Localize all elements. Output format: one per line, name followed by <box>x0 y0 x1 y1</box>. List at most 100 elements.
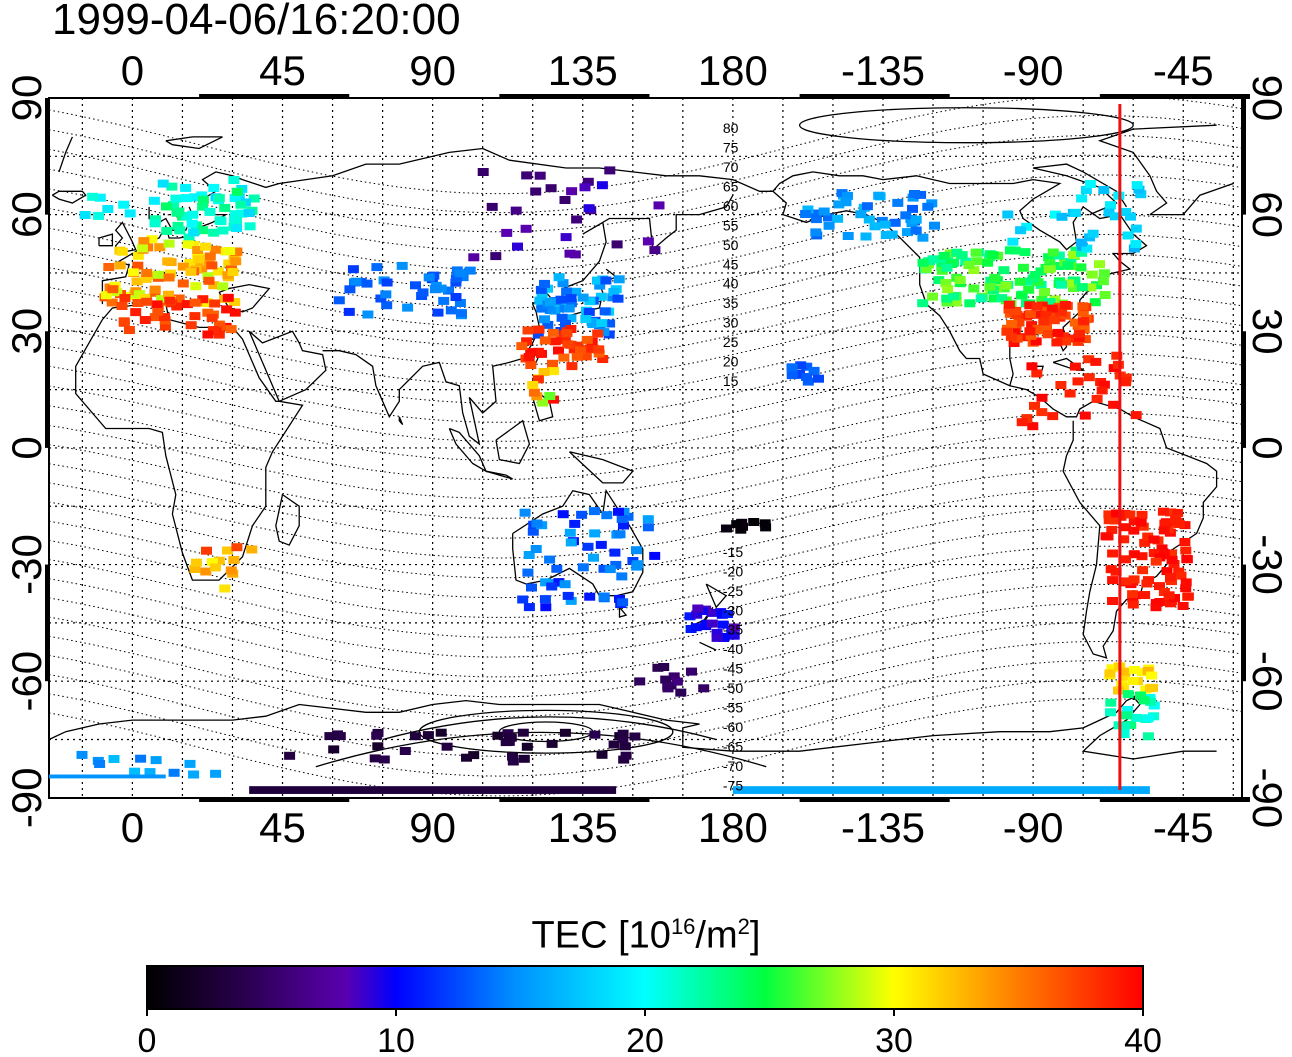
tec-cell <box>206 558 218 567</box>
isoline <box>49 526 1242 618</box>
bottom-lon-label: 90 <box>409 804 456 851</box>
isoline <box>49 564 1242 658</box>
tec-cell <box>510 206 522 215</box>
tec-cell <box>1016 418 1028 427</box>
tec-cell <box>1048 316 1060 325</box>
tec-cell <box>1024 310 1036 319</box>
tec-cell <box>455 309 467 318</box>
tec-cell <box>533 325 545 334</box>
tec-cell <box>536 292 548 301</box>
tec-cell <box>1125 720 1137 729</box>
tec-cell <box>432 308 444 317</box>
top-lon-label: -135 <box>841 47 925 94</box>
tec-cell <box>563 304 575 313</box>
axis-tick-labels: 0045459090135135180180-135-135-90-90-45-… <box>3 47 1291 851</box>
tec-cell <box>1107 597 1118 605</box>
tec-cell <box>546 739 558 748</box>
tec-cell <box>229 298 241 307</box>
tec-cell <box>1103 208 1115 217</box>
tec-cell <box>544 306 556 314</box>
tec-cell <box>454 269 466 278</box>
tec-cell <box>1055 381 1067 389</box>
tec-cell <box>565 325 577 333</box>
tec-cell <box>1070 208 1081 217</box>
tec-cell <box>1141 579 1153 588</box>
tec-cell <box>1105 201 1116 210</box>
tec-cell <box>595 540 607 549</box>
tec-cell <box>1026 362 1038 371</box>
tec-cell <box>1105 565 1117 574</box>
tec-cell <box>454 299 466 307</box>
pole-contour <box>315 731 767 768</box>
tec-cell <box>344 285 356 294</box>
tec-cell <box>786 371 798 380</box>
tec-cell <box>1096 386 1108 395</box>
tec-cell <box>1076 283 1088 292</box>
tec-cell <box>642 237 654 246</box>
tec-cell <box>409 732 421 741</box>
tec-cell <box>380 290 392 299</box>
tec-cell <box>185 267 197 276</box>
tec-cell <box>653 201 665 210</box>
tec-cell <box>1128 526 1140 535</box>
left-lat-label: 60 <box>3 191 50 238</box>
tec-cell <box>1006 319 1018 328</box>
tec-cell <box>103 263 115 271</box>
tec-cell <box>284 751 296 760</box>
tec-cell <box>1047 412 1059 421</box>
coastline <box>1032 163 1128 216</box>
tec-cell <box>728 631 740 640</box>
left-lat-label: -30 <box>3 534 50 595</box>
tec-cell <box>566 362 578 371</box>
tec-cell <box>1127 676 1139 685</box>
contour-label: 35 <box>723 295 739 311</box>
tec-cell <box>530 187 542 196</box>
tec-cell <box>1040 311 1052 320</box>
tec-cell <box>1068 250 1080 259</box>
contour-label: 55 <box>723 217 739 233</box>
tec-cell <box>507 752 518 761</box>
left-lat-label: 90 <box>3 75 50 122</box>
tec-cell <box>909 190 920 198</box>
tec-cell <box>207 326 219 335</box>
tec-cell <box>464 266 476 275</box>
tec-cell <box>1025 331 1037 340</box>
tec-cell <box>584 592 596 601</box>
timestamp-title: 1999-04-06/16:20:00 <box>52 0 461 44</box>
tec-cell <box>1069 362 1081 371</box>
tec-cell <box>168 200 180 209</box>
tec-cell <box>516 342 528 351</box>
tec-cell <box>879 220 891 229</box>
tec-cell <box>1077 302 1089 311</box>
tec-cell <box>507 757 519 766</box>
tec-cell <box>584 297 596 306</box>
tec-cell <box>690 623 702 632</box>
tec-band <box>49 774 166 779</box>
tec-cell <box>204 207 216 216</box>
tec-cell <box>1142 666 1154 675</box>
tec-cell <box>185 321 197 330</box>
tec-cell <box>1073 333 1085 342</box>
isoline <box>49 352 1242 442</box>
tec-cell <box>748 518 760 526</box>
tec-cell <box>118 318 130 327</box>
tec-cell <box>1077 308 1089 317</box>
tec-cell <box>164 296 176 305</box>
tec-cell <box>1122 231 1134 240</box>
isoline <box>49 372 1242 461</box>
tec-cell <box>922 202 934 211</box>
tec-cell <box>138 237 150 246</box>
tec-cell <box>180 183 192 192</box>
bottom-lon-label: -135 <box>841 804 925 851</box>
tec-cell <box>598 564 610 573</box>
tec-cell <box>571 352 583 361</box>
tec-cell <box>759 519 771 528</box>
tec-cell <box>200 242 211 251</box>
tec-cell <box>1161 567 1173 576</box>
tec-cell <box>1059 301 1071 309</box>
tec-cell <box>556 313 568 322</box>
tec-cell <box>521 171 533 180</box>
tec-cell <box>229 194 241 203</box>
tec-cell <box>555 295 567 304</box>
contour-label: 50 <box>723 237 739 253</box>
